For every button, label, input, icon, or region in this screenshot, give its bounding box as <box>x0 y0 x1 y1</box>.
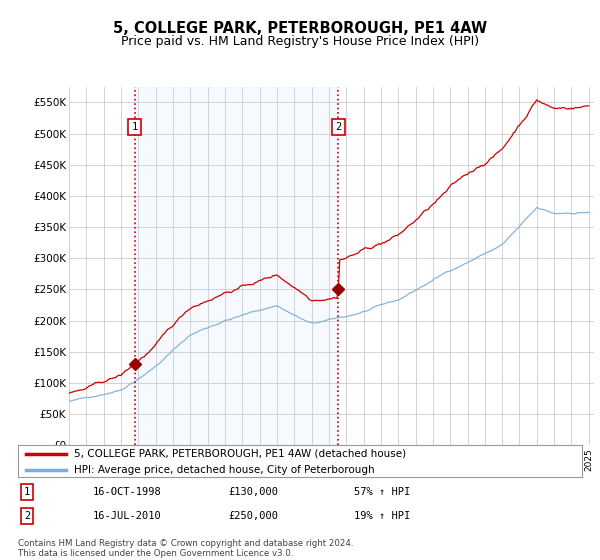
Text: 2: 2 <box>335 122 341 132</box>
Text: £130,000: £130,000 <box>228 487 278 497</box>
Text: 1: 1 <box>24 487 30 497</box>
Text: 1: 1 <box>131 122 138 132</box>
Text: 16-OCT-1998: 16-OCT-1998 <box>93 487 162 497</box>
Text: 5, COLLEGE PARK, PETERBOROUGH, PE1 4AW: 5, COLLEGE PARK, PETERBOROUGH, PE1 4AW <box>113 21 487 36</box>
Text: 16-JUL-2010: 16-JUL-2010 <box>93 511 162 521</box>
Text: 19% ↑ HPI: 19% ↑ HPI <box>354 511 410 521</box>
Text: Price paid vs. HM Land Registry's House Price Index (HPI): Price paid vs. HM Land Registry's House … <box>121 35 479 48</box>
Text: 2: 2 <box>24 511 30 521</box>
Text: £250,000: £250,000 <box>228 511 278 521</box>
Text: HPI: Average price, detached house, City of Peterborough: HPI: Average price, detached house, City… <box>74 465 375 475</box>
Text: 5, COLLEGE PARK, PETERBOROUGH, PE1 4AW (detached house): 5, COLLEGE PARK, PETERBOROUGH, PE1 4AW (… <box>74 449 407 459</box>
Text: 57% ↑ HPI: 57% ↑ HPI <box>354 487 410 497</box>
Bar <box>134 87 338 445</box>
Text: Contains HM Land Registry data © Crown copyright and database right 2024.
This d: Contains HM Land Registry data © Crown c… <box>18 539 353 558</box>
